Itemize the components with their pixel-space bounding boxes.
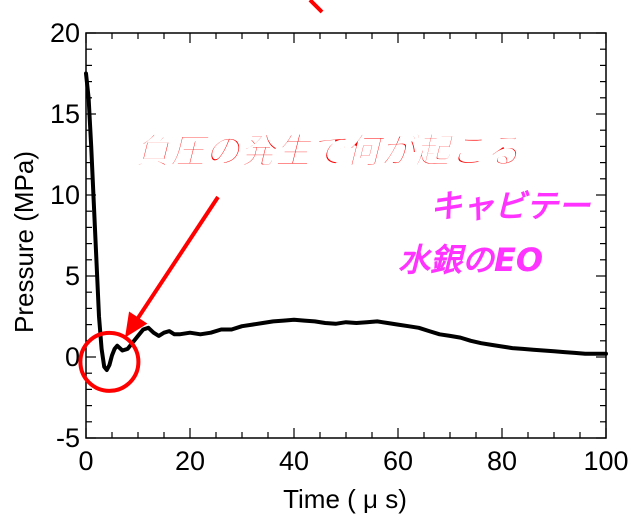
- pressure-line: [84, 71, 608, 372]
- annotation-arrow: [125, 195, 220, 338]
- x-tick-label: 0: [78, 446, 93, 476]
- x-tick-label: 20: [175, 446, 205, 476]
- y-tick-label: 20: [50, 18, 80, 48]
- x-tick-label: 60: [383, 446, 413, 476]
- highlight-circle: [78, 330, 141, 393]
- arrow-head: [125, 311, 148, 338]
- series-group: [84, 71, 608, 372]
- x-tick-label: 100: [583, 446, 628, 476]
- y-axis-title: Pressure (MPa): [9, 151, 39, 333]
- y-tick-labels: -5 0 5 10 15 20: [50, 18, 80, 453]
- plot-frame: [85, 32, 607, 439]
- x-axis-title: Time ( μ s): [283, 484, 407, 514]
- plot-border: [85, 32, 607, 439]
- axis-ticks: [85, 32, 607, 439]
- x-tick-label: 80: [487, 446, 517, 476]
- annotation-mercury: 水銀のEO: [398, 241, 543, 279]
- x-tick-labels: 0 20 40 60 80 100: [78, 446, 628, 476]
- y-tick-label: 15: [50, 99, 80, 129]
- arrow-shaft: [131, 195, 220, 327]
- x-tick-label: 40: [279, 446, 309, 476]
- annotation-negative-pressure: 負圧の発生で何が起こる: [135, 132, 520, 172]
- cropped-red-arc: [308, 0, 324, 14]
- y-tick-label: 10: [50, 180, 80, 210]
- annotation-cavitation: キャビテー: [430, 187, 591, 225]
- y-tick-label: 0: [65, 342, 80, 372]
- y-tick-label: -5: [56, 423, 80, 453]
- y-tick-label: 5: [65, 261, 80, 291]
